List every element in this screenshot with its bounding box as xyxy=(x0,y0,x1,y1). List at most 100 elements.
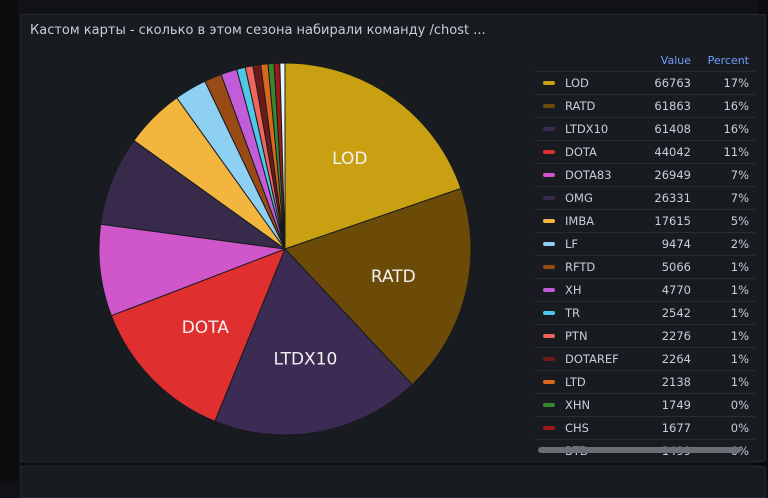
legend-row-rftd[interactable]: RFTD 5066 1% xyxy=(535,255,755,278)
legend-swatch xyxy=(543,403,555,407)
pie-label-ratd: RATD xyxy=(371,267,416,287)
legend-percent: 0% xyxy=(730,421,749,435)
legend-row-ratd[interactable]: RATD 61863 16% xyxy=(535,94,755,117)
legend-value: 2138 xyxy=(661,375,691,389)
legend-name: DOTAREF xyxy=(565,352,619,366)
legend-swatch xyxy=(543,219,555,223)
legend-name: LTD xyxy=(565,375,586,389)
legend-swatch xyxy=(543,334,555,338)
legend-row-dota83[interactable]: DOTA83 26949 7% xyxy=(535,163,755,186)
legend-value: 1749 xyxy=(661,398,691,412)
legend-row-tr[interactable]: TR 2542 1% xyxy=(535,301,755,324)
pie-slice-lod[interactable] xyxy=(284,62,462,250)
legend-row-lf[interactable]: LF 9474 2% xyxy=(535,232,755,255)
legend-name: XHN xyxy=(565,398,591,412)
legend-swatch xyxy=(543,242,555,246)
legend-value-header[interactable]: Value xyxy=(660,54,691,67)
legend-percent: 1% xyxy=(730,306,749,320)
legend-row-dota[interactable]: DOTA 44042 11% xyxy=(535,140,755,163)
legend-value: 61408 xyxy=(654,122,691,136)
legend-value: 9474 xyxy=(661,237,691,251)
legend-value: 5066 xyxy=(661,260,691,274)
legend-value: 44042 xyxy=(654,145,691,159)
legend-name: RATD xyxy=(565,99,596,113)
legend-value: 2264 xyxy=(661,352,691,366)
legend-row-xhn[interactable]: XHN 1749 0% xyxy=(535,393,755,416)
pie-label-dota: DOTA xyxy=(182,318,230,338)
legend-swatch xyxy=(543,104,555,108)
legend-row-chs[interactable]: CHS 1677 0% xyxy=(535,416,755,439)
legend-name: PTN xyxy=(565,329,588,343)
legend-percent: 2% xyxy=(730,237,749,251)
legend-swatch xyxy=(543,357,555,361)
legend-name: OMG xyxy=(565,191,593,205)
legend-swatch xyxy=(543,380,555,384)
pie-slice-ltdx10[interactable] xyxy=(214,248,413,436)
pie-label-lod: LOD xyxy=(332,149,367,169)
legend-swatch xyxy=(543,265,555,269)
legend-swatch xyxy=(543,426,555,430)
pie-slice-dota[interactable] xyxy=(110,248,286,422)
legend-row-ltd[interactable]: LTD 2138 1% xyxy=(535,370,755,393)
legend-name: XH xyxy=(565,283,582,297)
legend-value: 4770 xyxy=(661,283,691,297)
legend-percent: 7% xyxy=(730,168,749,182)
next-panel xyxy=(20,466,766,498)
pie-slice-omg[interactable] xyxy=(100,139,286,250)
legend-name: LF xyxy=(565,237,579,251)
legend-swatch xyxy=(543,288,555,292)
pie-slice-btd[interactable] xyxy=(279,62,286,250)
pie-chart-panel: Кастом карты - сколько в этом сезона наб… xyxy=(20,14,766,462)
legend-percent: 1% xyxy=(730,375,749,389)
legend-percent: 1% xyxy=(730,329,749,343)
legend-percent: 0% xyxy=(730,398,749,412)
legend-header: Value Percent xyxy=(535,53,755,71)
legend-value: 66763 xyxy=(654,76,691,90)
legend-percent: 17% xyxy=(723,76,749,90)
legend-value: 1677 xyxy=(661,421,691,435)
legend-percent: 7% xyxy=(730,191,749,205)
legend-row-lod[interactable]: LOD 66763 17% xyxy=(535,71,755,94)
legend-rows: LOD 66763 17% RATD 61863 16% LTDX10 61408 16% DOT… xyxy=(535,71,755,462)
legend-swatch xyxy=(543,150,555,154)
legend-percent: 1% xyxy=(730,352,749,366)
legend-swatch xyxy=(543,173,555,177)
legend-name: RFTD xyxy=(565,260,596,274)
legend-swatch xyxy=(543,81,555,85)
legend-value: 26949 xyxy=(654,168,691,182)
legend-name: TR xyxy=(565,306,581,320)
legend-row-xh[interactable]: XH 4770 1% xyxy=(535,278,755,301)
legend-row-omg[interactable]: OMG 26331 7% xyxy=(535,186,755,209)
legend-name: DOTA xyxy=(565,145,597,159)
left-edge xyxy=(0,0,18,481)
legend-scrollbar[interactable] xyxy=(538,447,741,453)
legend-table: Value Percent LOD 66763 17% RATD 61863 16% LTD… xyxy=(535,53,755,462)
legend-row-imba[interactable]: IMBA 17615 5% xyxy=(535,209,755,232)
legend-value: 17615 xyxy=(654,214,691,228)
legend-name: LTDX10 xyxy=(565,122,609,136)
legend-name: IMBA xyxy=(565,214,595,228)
legend-name: CHS xyxy=(565,421,589,435)
legend-value: 2276 xyxy=(661,329,691,343)
legend-row-ltdx10[interactable]: LTDX10 61408 16% xyxy=(535,117,755,140)
legend-name: DOTA83 xyxy=(565,168,612,182)
legend-value: 61863 xyxy=(654,99,691,113)
legend-percent: 5% xyxy=(730,214,749,228)
legend-percent: 16% xyxy=(723,99,749,113)
legend-percent: 1% xyxy=(730,283,749,297)
pie-slice-ratd[interactable] xyxy=(284,187,472,386)
pie-label-ltdx10: LTDX10 xyxy=(273,350,337,370)
panel-title[interactable]: Кастом карты - сколько в этом сезона наб… xyxy=(30,23,486,38)
pie-chart: LOD RATD LTDX10 DOTA xyxy=(98,62,472,436)
pie-slice-dota83[interactable] xyxy=(98,223,286,317)
legend-swatch xyxy=(543,196,555,200)
legend-swatch xyxy=(543,127,555,131)
legend-value: 2542 xyxy=(661,306,691,320)
legend-row-dotaref[interactable]: DOTAREF 2264 1% xyxy=(535,347,755,370)
legend-percent-header[interactable]: Percent xyxy=(707,54,749,67)
legend-percent: 16% xyxy=(723,122,749,136)
legend-name: LOD xyxy=(565,76,589,90)
legend-percent: 1% xyxy=(730,260,749,274)
legend-percent: 11% xyxy=(723,145,749,159)
legend-row-ptn[interactable]: PTN 2276 1% xyxy=(535,324,755,347)
